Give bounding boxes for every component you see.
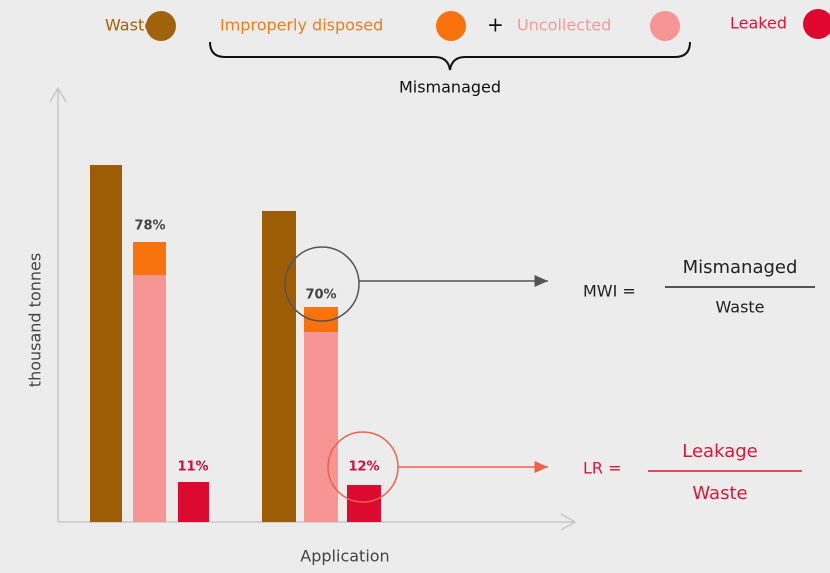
bar-uncollected (304, 332, 338, 522)
legend-leaked: Leaked (730, 14, 787, 33)
legend-swatch (803, 9, 830, 39)
bar-waste (262, 211, 296, 522)
bar-label: 12% (348, 460, 379, 475)
legend-swatch (650, 11, 680, 41)
bar-uncollected (133, 275, 166, 522)
bar-label: 70% (305, 288, 336, 303)
legend-waste: Waste (105, 16, 154, 35)
bar-label: 78% (134, 219, 165, 234)
bar-improper (133, 242, 166, 275)
bar-waste (90, 165, 122, 522)
legend-plus: + (487, 13, 504, 37)
bar-label: 11% (177, 460, 208, 475)
callout-circle (284, 246, 360, 322)
legend-swatch (436, 11, 466, 41)
legend-improper: Improperly disposed (220, 16, 383, 35)
brace-label: Mismanaged (399, 78, 501, 97)
formula-denominator: Waste (692, 483, 747, 504)
formula-numerator: Leakage (682, 441, 757, 462)
x-axis-label: Application (300, 547, 389, 566)
bar-leaked (178, 482, 209, 522)
bar-leaked (347, 485, 381, 522)
formula-denominator: Waste (715, 298, 764, 317)
y-axis-label: thousand tonnes (26, 253, 45, 387)
legend-uncollected: Uncollected (517, 16, 611, 35)
formula-lhs: LR = (583, 459, 622, 478)
formula-lhs: MWI = (583, 282, 636, 301)
legend-swatch (146, 11, 176, 41)
formula-numerator: Mismanaged (683, 257, 798, 278)
y-axis (49, 86, 67, 522)
brace (209, 41, 691, 71)
